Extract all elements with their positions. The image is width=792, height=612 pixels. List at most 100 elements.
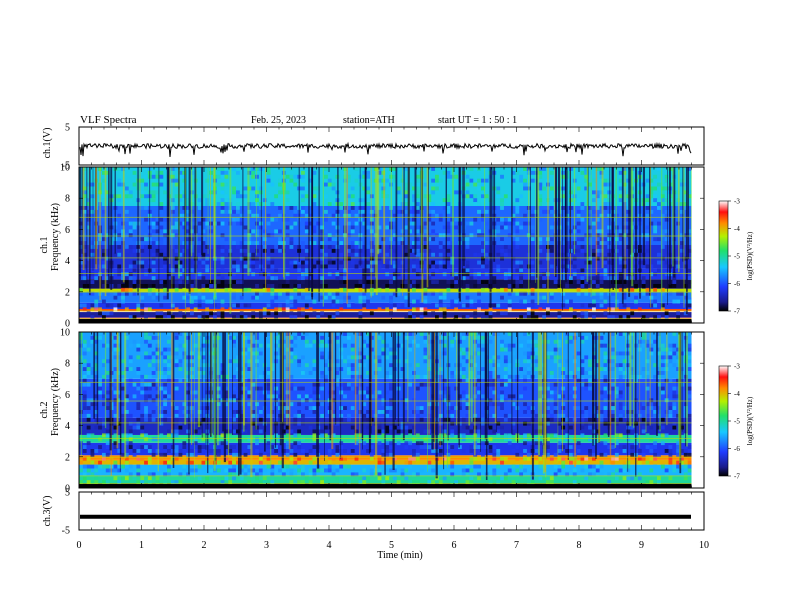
- spectrogram-cell: [515, 170, 520, 175]
- spectrogram-cell: [369, 272, 374, 277]
- spectrogram-cell: [239, 390, 244, 395]
- spectrogram-cell: [377, 421, 382, 426]
- spectrogram-cell: [358, 433, 363, 438]
- spectrogram-cell: [477, 351, 481, 356]
- spectrogram-cell: [163, 217, 168, 222]
- spectrogram-cell: [354, 221, 359, 226]
- spectrogram-cell: [132, 421, 137, 426]
- spectrogram-cell: [664, 272, 669, 277]
- spectrogram-cell: [136, 303, 141, 308]
- spectrogram-cell: [526, 406, 531, 410]
- spectrogram-cell: [561, 272, 566, 277]
- spectrogram-cell: [496, 402, 501, 407]
- spectrogram-cell: [454, 174, 459, 179]
- spectrogram-cell: [343, 382, 347, 387]
- spectrogram-cell: [308, 307, 313, 312]
- spectrogram-cell: [186, 213, 191, 218]
- sferic-streak: [359, 167, 361, 266]
- spectrogram-cell: [385, 406, 390, 410]
- spectrogram-cell: [515, 268, 520, 273]
- spectrogram-cell: [301, 437, 305, 442]
- spectrogram-cell: [653, 229, 658, 234]
- spectrogram-cell: [132, 452, 137, 457]
- spectrogram-cell: [174, 429, 179, 434]
- spectrogram-cell: [216, 468, 221, 473]
- spectrogram-cell: [576, 351, 581, 356]
- spectrogram-cell: [247, 402, 252, 407]
- spectrogram-cell: [128, 287, 133, 292]
- spectrogram-cell: [672, 464, 677, 469]
- spectrogram-cell: [224, 245, 229, 249]
- spectrogram-cell: [657, 272, 661, 277]
- spectrogram-cell: [511, 402, 516, 407]
- spectrogram-cell: [136, 355, 141, 360]
- spectrogram-cell: [239, 378, 244, 383]
- spectrogram-cell: [293, 213, 298, 218]
- spectrogram-cell: [304, 343, 309, 348]
- spectrogram-cell: [220, 206, 225, 210]
- spectrogram-cell: [569, 425, 573, 430]
- spectrogram-cell: [320, 386, 325, 391]
- spectrogram-cell: [362, 170, 367, 175]
- sferic-streak: [649, 332, 651, 426]
- spectrogram-cell: [159, 355, 164, 360]
- spectrogram-cell: [607, 241, 612, 245]
- spectrogram-cell: [385, 225, 390, 230]
- spectrogram-cell: [381, 429, 386, 434]
- spectrogram-cell: [136, 386, 141, 391]
- spectrogram-cell: [515, 280, 520, 284]
- sferic-streak: [426, 167, 429, 288]
- spectrogram-cell: [641, 476, 646, 481]
- spectrogram-cell: [599, 170, 604, 175]
- spectrogram-cell: [660, 182, 665, 187]
- spectrogram-cell: [297, 468, 302, 473]
- spectrogram-cell: [327, 468, 332, 473]
- spectrogram-cell: [232, 209, 236, 214]
- spectrogram-cell: [423, 252, 428, 257]
- spectrogram-cell: [132, 476, 137, 481]
- spectrogram-cell: [285, 233, 290, 238]
- spectrogram-cell: [301, 371, 305, 375]
- spectrogram-cell: [438, 398, 443, 403]
- spectrogram-cell: [492, 413, 497, 418]
- spectrogram-cell: [668, 456, 673, 461]
- spectrogram-cell: [599, 417, 604, 422]
- spectrogram-cell: [174, 460, 179, 465]
- spectrogram-cell: [186, 378, 191, 383]
- spectrogram-cell: [293, 284, 298, 288]
- sferic-streak: [402, 332, 405, 441]
- spectrogram-cell: [653, 339, 658, 344]
- spectrogram-cell: [186, 295, 191, 300]
- spectrogram-cell: [159, 406, 164, 410]
- spectrogram-cell: [507, 374, 512, 379]
- spectrogram-cell: [201, 378, 206, 383]
- spectrogram-cell: [507, 413, 512, 418]
- sferic-streak: [624, 167, 626, 280]
- spectrogram-cell: [507, 291, 512, 296]
- spectrogram-cell: [266, 233, 271, 238]
- spectrogram-cell: [159, 460, 164, 465]
- spectrogram-cell: [549, 456, 554, 461]
- spectrogram-cell: [102, 456, 106, 461]
- sferic-streak: [567, 332, 569, 460]
- spectrogram-cell: [301, 386, 305, 391]
- spectrogram-cell: [622, 332, 627, 336]
- spectrogram-cell: [500, 347, 504, 352]
- spectrogram-cell: [507, 378, 512, 383]
- spectrogram-cell: [377, 468, 382, 473]
- spectrogram-cell: [308, 468, 313, 473]
- spectrogram-cell: [274, 347, 279, 352]
- spectrogram-cell: [347, 417, 351, 422]
- spectrogram-cell: [446, 229, 451, 234]
- spectrogram-cell: [239, 402, 244, 407]
- spectrogram-cell: [308, 460, 313, 465]
- spectrogram-cell: [584, 311, 589, 316]
- spectrogram-cell: [492, 456, 497, 461]
- spectrogram-cell: [534, 291, 539, 296]
- sferic-streak: [191, 167, 193, 257]
- spectrogram-cell: [438, 307, 443, 312]
- spectrogram-cell: [324, 295, 328, 300]
- spectrogram-cell: [500, 198, 504, 203]
- spectrogram-cell: [144, 394, 148, 399]
- spectrogram-cell: [86, 284, 91, 288]
